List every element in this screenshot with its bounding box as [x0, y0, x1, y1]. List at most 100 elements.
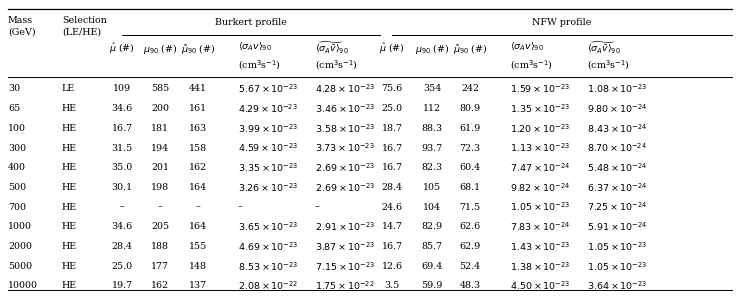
Text: 16.7: 16.7: [381, 163, 403, 172]
Text: $3.99 \times 10^{-23}$: $3.99 \times 10^{-23}$: [238, 122, 298, 135]
Text: –: –: [195, 203, 201, 212]
Text: 2000: 2000: [8, 242, 32, 251]
Text: 68.1: 68.1: [460, 183, 480, 192]
Text: $3.73 \times 10^{-23}$: $3.73 \times 10^{-23}$: [315, 142, 374, 154]
Text: $3.87 \times 10^{-23}$: $3.87 \times 10^{-23}$: [315, 240, 375, 253]
Text: (cm$^3$s$^{-1}$): (cm$^3$s$^{-1}$): [315, 58, 357, 72]
Text: 28.4: 28.4: [382, 183, 403, 192]
Text: 700: 700: [8, 203, 26, 212]
Text: $\widetilde{\langle\sigma_A \bar{v}\rangle}_{90}$: $\widetilde{\langle\sigma_A \bar{v}\rang…: [315, 40, 349, 55]
Text: 585: 585: [151, 85, 169, 94]
Text: 61.9: 61.9: [460, 124, 480, 133]
Text: 72.3: 72.3: [460, 143, 480, 153]
Text: $7.15 \times 10^{-23}$: $7.15 \times 10^{-23}$: [315, 260, 375, 273]
Text: HE: HE: [62, 183, 77, 192]
Text: $1.13 \times 10^{-23}$: $1.13 \times 10^{-23}$: [510, 142, 571, 154]
Text: 62.9: 62.9: [460, 242, 480, 251]
Text: $3.58 \times 10^{-23}$: $3.58 \times 10^{-23}$: [315, 122, 375, 135]
Text: 194: 194: [151, 143, 169, 153]
Text: $\langle\sigma_A v\rangle_{90}$: $\langle\sigma_A v\rangle_{90}$: [510, 40, 544, 52]
Text: $6.37 \times 10^{-24}$: $6.37 \times 10^{-24}$: [587, 181, 648, 194]
Text: $3.35 \times 10^{-23}$: $3.35 \times 10^{-23}$: [238, 162, 298, 174]
Text: $8.70 \times 10^{-24}$: $8.70 \times 10^{-24}$: [587, 142, 647, 154]
Text: $4.59 \times 10^{-23}$: $4.59 \times 10^{-23}$: [238, 142, 298, 154]
Text: $5.67 \times 10^{-23}$: $5.67 \times 10^{-23}$: [238, 83, 298, 95]
Text: LE: LE: [62, 85, 75, 94]
Text: 60.4: 60.4: [460, 163, 480, 172]
Text: $1.20 \times 10^{-23}$: $1.20 \times 10^{-23}$: [510, 122, 570, 135]
Text: $1.59 \times 10^{-23}$: $1.59 \times 10^{-23}$: [510, 83, 570, 95]
Text: 161: 161: [189, 104, 207, 113]
Text: 177: 177: [151, 262, 169, 271]
Text: 30: 30: [8, 85, 20, 94]
Text: $1.38 \times 10^{-23}$: $1.38 \times 10^{-23}$: [510, 260, 571, 273]
Text: 75.6: 75.6: [381, 85, 403, 94]
Text: $\mu_{90}$ (#): $\mu_{90}$ (#): [143, 42, 178, 56]
Text: $4.69 \times 10^{-23}$: $4.69 \times 10^{-23}$: [238, 240, 298, 253]
Text: 48.3: 48.3: [460, 281, 480, 291]
Text: 82.3: 82.3: [422, 163, 443, 172]
Text: 69.4: 69.4: [421, 262, 443, 271]
Text: 5000: 5000: [8, 262, 32, 271]
Text: $3.46 \times 10^{-23}$: $3.46 \times 10^{-23}$: [315, 102, 375, 115]
Text: 148: 148: [189, 262, 207, 271]
Text: 137: 137: [189, 281, 207, 291]
Text: 30.1: 30.1: [112, 183, 132, 192]
Text: 65: 65: [8, 104, 20, 113]
Text: 16.7: 16.7: [381, 143, 403, 153]
Text: 16.7: 16.7: [381, 242, 403, 251]
Text: 104: 104: [423, 203, 441, 212]
Text: 300: 300: [8, 143, 26, 153]
Text: HE: HE: [62, 281, 77, 291]
Text: 198: 198: [151, 183, 169, 192]
Text: $9.80 \times 10^{-24}$: $9.80 \times 10^{-24}$: [587, 102, 648, 115]
Text: 3.5: 3.5: [384, 281, 400, 291]
Text: HE: HE: [62, 124, 77, 133]
Text: $5.48 \times 10^{-24}$: $5.48 \times 10^{-24}$: [587, 162, 648, 174]
Text: (cm$^3$s$^{-1}$): (cm$^3$s$^{-1}$): [587, 58, 630, 72]
Text: 500: 500: [8, 183, 26, 192]
Text: 100: 100: [8, 124, 26, 133]
Text: HE: HE: [62, 203, 77, 212]
Text: $7.47 \times 10^{-24}$: $7.47 \times 10^{-24}$: [510, 162, 571, 174]
Text: 85.7: 85.7: [422, 242, 443, 251]
Text: 25.0: 25.0: [381, 104, 403, 113]
Text: $9.82 \times 10^{-24}$: $9.82 \times 10^{-24}$: [510, 181, 571, 194]
Text: HE: HE: [62, 222, 77, 231]
Text: $8.43 \times 10^{-24}$: $8.43 \times 10^{-24}$: [587, 122, 648, 135]
Text: 162: 162: [189, 163, 207, 172]
Text: 80.9: 80.9: [460, 104, 480, 113]
Text: $1.75 \times 10^{-22}$: $1.75 \times 10^{-22}$: [315, 280, 374, 292]
Text: 201: 201: [151, 163, 169, 172]
Text: 158: 158: [189, 143, 207, 153]
Text: $8.53 \times 10^{-23}$: $8.53 \times 10^{-23}$: [238, 260, 298, 273]
Text: $2.91 \times 10^{-23}$: $2.91 \times 10^{-23}$: [315, 220, 375, 233]
Text: 16.7: 16.7: [112, 124, 132, 133]
Text: 200: 200: [151, 104, 169, 113]
Text: 34.6: 34.6: [112, 104, 132, 113]
Text: $1.05 \times 10^{-23}$: $1.05 \times 10^{-23}$: [587, 260, 648, 273]
Text: 12.6: 12.6: [381, 262, 403, 271]
Text: $\hat{\mu}$ (#): $\hat{\mu}$ (#): [379, 42, 405, 56]
Text: $7.83 \times 10^{-24}$: $7.83 \times 10^{-24}$: [510, 220, 571, 233]
Text: 242: 242: [461, 85, 479, 94]
Text: NFW profile: NFW profile: [532, 18, 592, 27]
Text: 34.6: 34.6: [112, 222, 132, 231]
Text: Burkert profile: Burkert profile: [215, 18, 287, 27]
Text: 205: 205: [151, 222, 169, 231]
Text: 82.9: 82.9: [422, 222, 443, 231]
Text: –: –: [120, 203, 124, 212]
Text: (cm$^3$s$^{-1}$): (cm$^3$s$^{-1}$): [510, 58, 553, 72]
Text: Mass
(GeV): Mass (GeV): [8, 16, 36, 37]
Text: $\langle\sigma_A v\rangle_{90}$: $\langle\sigma_A v\rangle_{90}$: [238, 40, 272, 52]
Text: 354: 354: [423, 85, 441, 94]
Text: $\tilde{\mu}_{90}$ (#): $\tilde{\mu}_{90}$ (#): [181, 42, 215, 56]
Text: $4.29 \times 10^{-23}$: $4.29 \times 10^{-23}$: [238, 102, 297, 115]
Text: 71.5: 71.5: [460, 203, 480, 212]
Text: $2.69 \times 10^{-23}$: $2.69 \times 10^{-23}$: [315, 162, 375, 174]
Text: 59.9: 59.9: [421, 281, 443, 291]
Text: $7.25 \times 10^{-24}$: $7.25 \times 10^{-24}$: [587, 201, 647, 214]
Text: 112: 112: [423, 104, 441, 113]
Text: 10000: 10000: [8, 281, 38, 291]
Text: 52.4: 52.4: [460, 262, 480, 271]
